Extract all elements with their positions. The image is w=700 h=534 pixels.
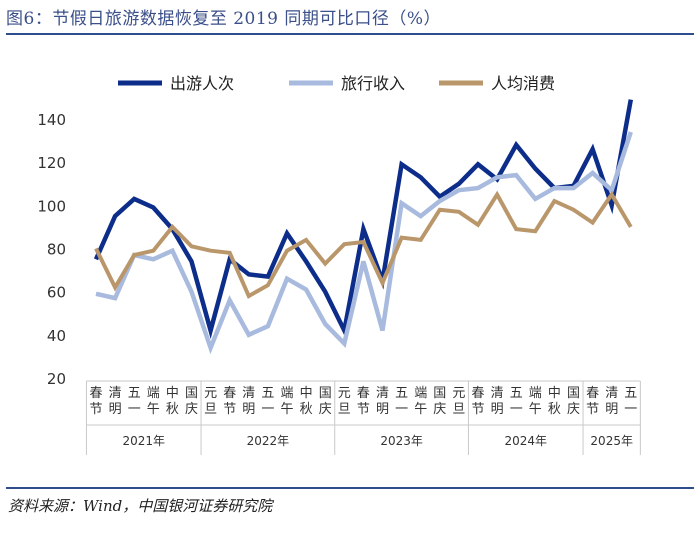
category-label: 中秋 bbox=[548, 386, 561, 417]
legend-label: 人均消费 bbox=[491, 74, 555, 93]
category-label: 端午 bbox=[280, 386, 293, 417]
category-label: 春节 bbox=[89, 386, 102, 417]
category-label: 清明 bbox=[109, 386, 122, 417]
category-label: 五一 bbox=[395, 386, 408, 417]
group-label: 2021年 bbox=[122, 434, 165, 448]
category-label: 端午 bbox=[529, 386, 542, 417]
y-tick-label: 60 bbox=[47, 284, 66, 302]
line-chart: 20 40 60 80 100 120 140 2021年 2022年 2023年 2024年 202… bbox=[37, 74, 641, 455]
category-label: 清明 bbox=[605, 386, 618, 417]
category-label: 五一 bbox=[624, 386, 637, 417]
category-label: 国庆 bbox=[319, 386, 332, 417]
group-label: 2022年 bbox=[247, 434, 290, 448]
category-label: 中秋 bbox=[300, 386, 313, 417]
category-label: 元旦 bbox=[204, 386, 217, 417]
group-label: 2025年 bbox=[590, 434, 633, 448]
category-label: 端午 bbox=[147, 386, 160, 417]
category-label: 清明 bbox=[376, 386, 389, 417]
category-label: 清明 bbox=[242, 386, 255, 417]
category-label: 国庆 bbox=[433, 386, 446, 417]
y-tick-label: 80 bbox=[47, 241, 66, 259]
group-label: 2023年 bbox=[380, 434, 423, 448]
category-label: 中秋 bbox=[166, 386, 179, 417]
source-note: 资料来源：Wind，中国银河证券研究院 bbox=[8, 497, 273, 515]
y-tick-label: 140 bbox=[37, 111, 66, 129]
category-label: 五一 bbox=[510, 386, 523, 417]
group-label: 2024年 bbox=[504, 434, 547, 448]
category-label: 元旦 bbox=[452, 386, 465, 417]
category-label: 春节 bbox=[223, 386, 236, 417]
top-rule bbox=[6, 33, 694, 35]
legend-label: 旅行收入 bbox=[341, 74, 405, 93]
category-label: 五一 bbox=[128, 386, 141, 417]
bottom-rule bbox=[6, 487, 694, 489]
category-label: 春节 bbox=[471, 386, 484, 417]
series-line-1 bbox=[93, 99, 634, 340]
series-line-3 bbox=[94, 190, 633, 299]
y-tick-label: 120 bbox=[37, 154, 66, 172]
category-label: 国庆 bbox=[185, 386, 198, 417]
category-label: 端午 bbox=[414, 386, 427, 417]
category-label: 清明 bbox=[491, 386, 504, 417]
category-label: 春节 bbox=[357, 386, 370, 417]
y-tick-label: 100 bbox=[37, 197, 66, 215]
legend-label: 出游人次 bbox=[170, 74, 234, 93]
category-label: 元旦 bbox=[338, 386, 351, 417]
y-tick-label: 40 bbox=[47, 327, 66, 345]
series-line-2 bbox=[95, 131, 633, 355]
figure-title: 图6：节假日旅游数据恢复至 2019 同期可比口径（%） bbox=[6, 9, 442, 29]
y-tick-label: 20 bbox=[47, 370, 66, 388]
category-label: 春节 bbox=[586, 386, 599, 417]
category-label: 五一 bbox=[261, 386, 274, 417]
category-label: 国庆 bbox=[567, 386, 580, 417]
